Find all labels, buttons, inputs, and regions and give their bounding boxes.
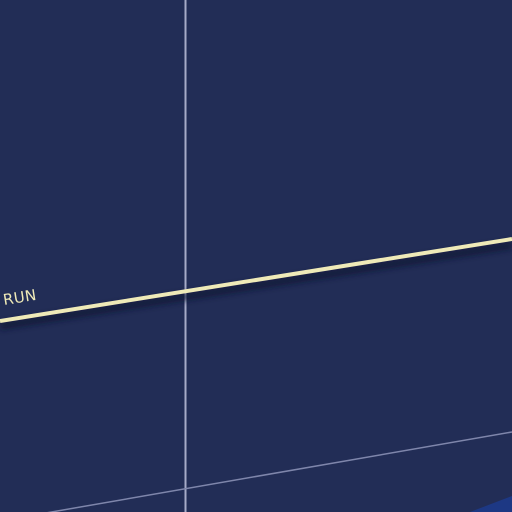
- minor-road-diagonal: [47, 431, 512, 512]
- water-edge: [470, 496, 512, 512]
- road-label-main: RUN: [2, 286, 38, 309]
- main-road[interactable]: [0, 237, 512, 323]
- main-road-shadow: [0, 241, 512, 330]
